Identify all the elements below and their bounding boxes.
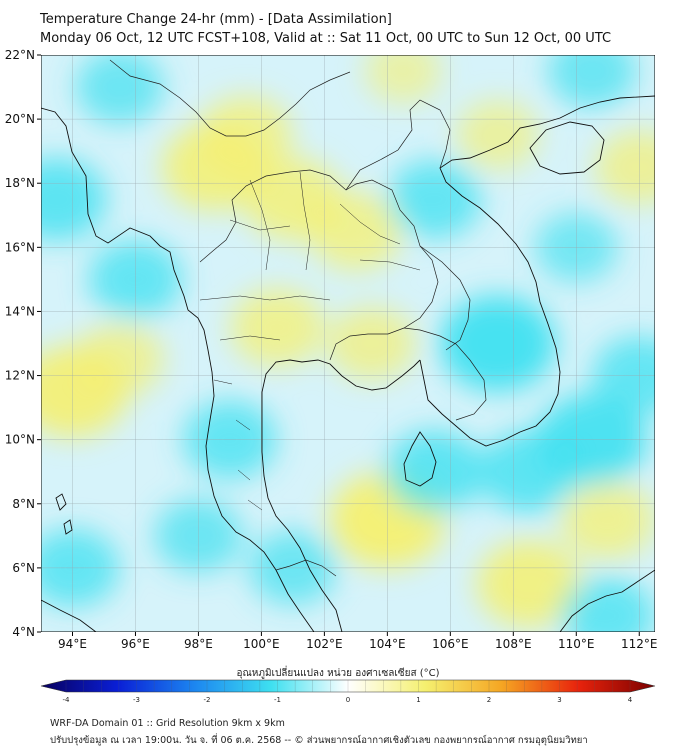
field-blob-9 <box>476 540 582 628</box>
field-blob-16 <box>479 430 579 514</box>
colorbar-label: อุณหภูมิเปลี่ยนแปลง หน่วย องศาเซลเซียส (… <box>236 668 440 679</box>
coastline-sumatra <box>41 599 97 632</box>
colorbar-tick-label: -2 <box>204 696 211 704</box>
latitude-labels: 4°N 6°N 8°N 10°N 12°N 14°N 16°N 18°N 20°N 22°N <box>5 48 41 639</box>
field-blob-28 <box>560 576 655 632</box>
border-thailand <box>199 169 439 361</box>
lon-tick-label: 104°E <box>369 637 406 651</box>
lat-tick-label: 20°N <box>5 112 35 126</box>
map-area <box>41 55 655 632</box>
field-blob-12 <box>456 100 539 170</box>
field-blob-14 <box>439 295 556 392</box>
border-layer <box>109 59 487 577</box>
lat-tick-label: 10°N <box>5 433 35 447</box>
colorbar-tick-label: -3 <box>133 696 140 704</box>
coastline-gulf <box>261 359 421 632</box>
footer-model-info: WRF-DA Domain 01 :: Grid Resolution 9km … <box>50 718 285 729</box>
colorbar-tick-label: 3 <box>557 696 561 704</box>
colorbar-tick-label: 4 <box>628 696 633 704</box>
border-myanmar-china <box>109 59 351 137</box>
coastline-islands-andaman <box>55 493 73 535</box>
colorbar-ticks: -4 -3 -2 -1 0 1 2 3 4 <box>63 680 633 704</box>
coastline-borneo <box>559 569 655 632</box>
lon-tick-label: 110°E <box>558 637 595 651</box>
map-title: Temperature Change 24-hr (mm) - [Data As… <box>40 12 392 27</box>
lon-tick-label: 112°E <box>621 637 658 651</box>
coastline-mainland <box>41 107 315 632</box>
colorbar-tick-label: 0 <box>346 696 350 704</box>
colorbar-tick-label: -4 <box>63 696 71 704</box>
lat-tick-label: 8°N <box>12 497 35 511</box>
field-blob-1 <box>198 95 293 175</box>
lat-tick-label: 18°N <box>5 176 35 190</box>
lat-tick-label: 22°N <box>5 48 35 62</box>
colorbar-tick-label: 1 <box>416 696 420 704</box>
map-subtitle: Monday 06 Oct, 12 UTC FCST+108, Valid at… <box>40 31 612 46</box>
lat-tick-label: 16°N <box>5 240 35 254</box>
footer-credits: ปรับปรุงข้อมูล ณ เวลา 19:00น. วัน จ. ที่… <box>50 735 588 746</box>
lat-tick-label: 6°N <box>12 561 35 575</box>
colorbar-tick-label: -1 <box>274 696 281 704</box>
colorbar: -4 -3 -2 -1 0 1 2 3 4 <box>40 679 656 704</box>
coastline-layer <box>41 95 655 632</box>
field-blob-3 <box>309 192 403 271</box>
longitude-labels: 94°E 96°E 98°E 100°E 102°E 104°E 106°E 108°E 110… <box>58 632 658 651</box>
field-blob-19 <box>41 157 107 241</box>
lon-tick-label: 108°E <box>495 637 532 651</box>
lat-tick-label: 12°N <box>5 369 35 383</box>
field-blob-10 <box>560 480 655 560</box>
border-cambodia <box>403 327 487 421</box>
lat-tick-label: 14°N <box>5 304 35 318</box>
field-blob-4 <box>230 288 324 367</box>
field-blob-7 <box>75 322 164 397</box>
field-blob-13 <box>364 55 442 104</box>
colorbar-tick-label: 2 <box>487 696 491 704</box>
border-provinces <box>199 171 421 511</box>
border-laos-vietnam <box>345 99 471 351</box>
field-blob-5 <box>327 306 416 381</box>
graticule-layer <box>41 55 655 632</box>
lon-tick-label: 102°E <box>306 637 343 651</box>
coastline-mekong-delta <box>403 431 437 487</box>
lon-tick-label: 98°E <box>184 637 213 651</box>
lon-tick-label: 96°E <box>121 637 150 651</box>
lon-tick-label: 94°E <box>58 637 87 651</box>
lat-tick-label: 4°N <box>12 625 35 639</box>
lon-tick-label: 100°E <box>243 637 280 651</box>
field-blob-21 <box>548 55 637 109</box>
field-blob-17 <box>384 430 485 514</box>
field-blob-11 <box>595 130 655 205</box>
lon-tick-label: 106°E <box>432 637 469 651</box>
field-blob-22 <box>387 160 482 239</box>
field-blob-20 <box>75 55 164 125</box>
coastline-hainan <box>529 121 605 175</box>
border-malaysia <box>275 559 337 577</box>
coastline-cambodia <box>419 95 655 447</box>
